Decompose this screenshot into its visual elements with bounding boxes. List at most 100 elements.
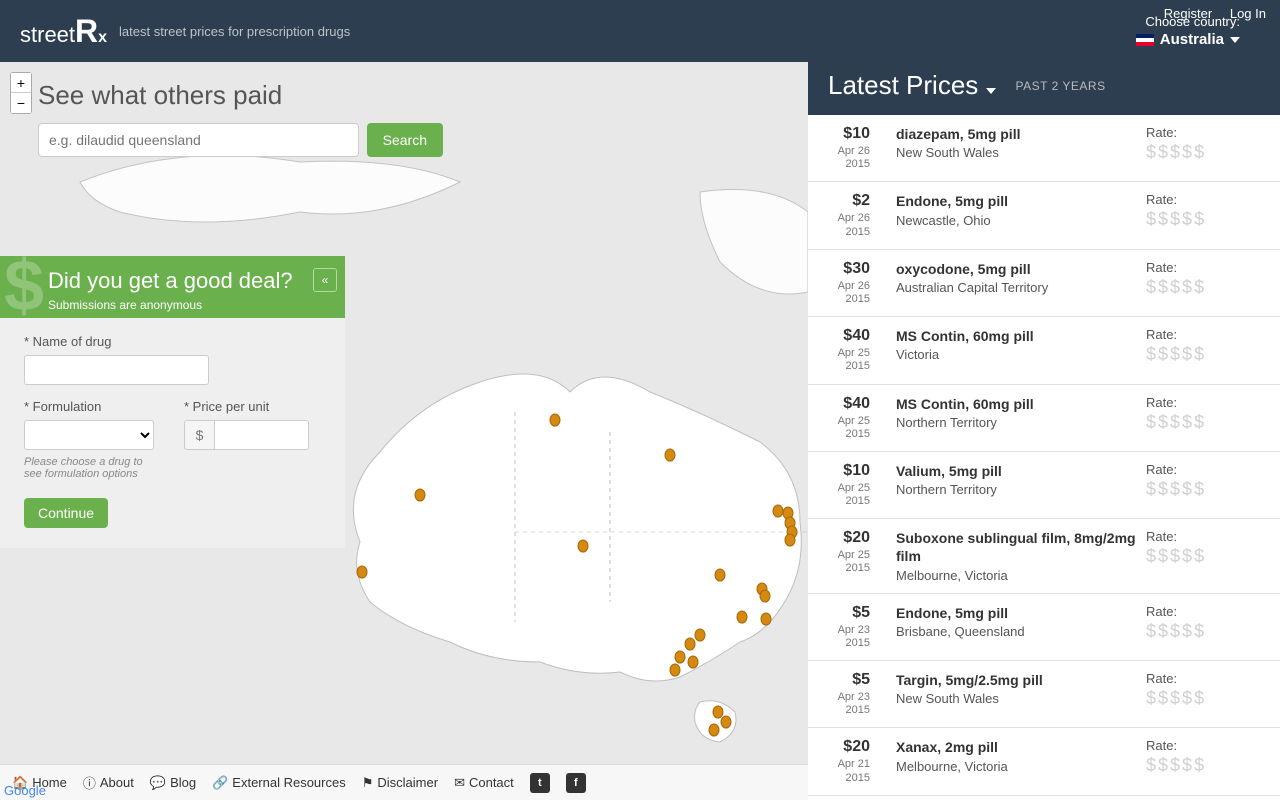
price-row[interactable]: $10 Apr 262015 diazepam, 5mg pill New So… <box>808 115 1280 182</box>
map-marker[interactable] <box>773 505 783 517</box>
price-amount: $30 <box>808 260 870 278</box>
login-link[interactable]: Log In <box>1230 6 1266 21</box>
map-marker[interactable] <box>665 449 675 461</box>
footer-disclaimer[interactable]: ⚑ Disclaimer <box>362 775 438 791</box>
rate-dollars[interactable]: $$$$$ <box>1146 277 1264 298</box>
rate-dollars[interactable]: $$$$$ <box>1146 479 1264 500</box>
map-marker[interactable] <box>721 716 731 728</box>
map-marker[interactable] <box>415 489 425 501</box>
map-marker[interactable] <box>737 611 747 623</box>
price-row[interactable]: $40 Apr 252015 MS Contin, 60mg pill Vict… <box>808 317 1280 384</box>
formulation-select[interactable] <box>24 420 154 450</box>
price-row[interactable]: $10 Apr 252015 Valium, 5mg pill Northern… <box>808 452 1280 519</box>
map-marker[interactable] <box>715 569 725 581</box>
sidebar: Latest Prices PAST 2 YEARS $10 Apr 26201… <box>808 62 1280 800</box>
country-name: Australia <box>1160 31 1224 48</box>
price-row[interactable]: $20 Apr 252015 Suboxone sublingual film,… <box>808 519 1280 593</box>
footer-nav: 🏠 Home ⓘ About 💬 Blog 🔗 External Resourc… <box>0 764 808 800</box>
rate-dollars[interactable]: $$$$$ <box>1146 412 1264 433</box>
price-date: Apr 252015 <box>808 482 870 508</box>
sidebar-title[interactable]: Latest Prices <box>828 70 996 101</box>
location: New South Wales <box>896 691 1146 706</box>
map-marker[interactable] <box>357 566 367 578</box>
price-date: Apr 212015 <box>808 758 870 784</box>
price-row[interactable]: $5 Apr 232015 Endone, 5mg pill Brisbane,… <box>808 594 1280 661</box>
location: Newcastle, Ohio <box>896 213 1146 228</box>
price-list[interactable]: $10 Apr 262015 diazepam, 5mg pill New So… <box>808 115 1280 800</box>
rate-label: Rate: <box>1146 260 1264 275</box>
rate-dollars[interactable]: $$$$$ <box>1146 755 1264 776</box>
price-row[interactable]: $30 Apr 262015 oxycodone, 5mg pill Austr… <box>808 250 1280 317</box>
rate-dollars[interactable]: $$$$$ <box>1146 688 1264 709</box>
price-date: Apr 252015 <box>808 347 870 373</box>
rate-label: Rate: <box>1146 671 1264 686</box>
collapse-button[interactable]: « <box>313 268 337 292</box>
rate-label: Rate: <box>1146 604 1264 619</box>
drug-name: Suboxone sublingual film, 8mg/2mg film <box>896 529 1146 565</box>
footer-home[interactable]: 🏠 Home <box>12 775 67 791</box>
search-button[interactable]: Search <box>367 123 443 157</box>
map-marker[interactable] <box>675 651 685 663</box>
map-marker[interactable] <box>709 724 719 736</box>
rate-dollars[interactable]: $$$$$ <box>1146 142 1264 163</box>
price-amount: $20 <box>808 529 870 547</box>
facebook-icon[interactable]: f <box>566 773 586 793</box>
price-amount: $10 <box>808 125 870 143</box>
formulation-hint: Please choose a drug to see formulation … <box>24 456 154 480</box>
rate-label: Rate: <box>1146 125 1264 140</box>
map-marker[interactable] <box>685 638 695 650</box>
footer-external[interactable]: 🔗 External Resources <box>212 775 346 791</box>
map-marker[interactable] <box>713 706 723 718</box>
zoom-in-button[interactable]: + <box>11 73 31 93</box>
price-date: Apr 252015 <box>808 415 870 441</box>
map-marker[interactable] <box>760 590 770 602</box>
drug-name: MS Contin, 60mg pill <box>896 327 1146 345</box>
rate-label: Rate: <box>1146 738 1264 753</box>
price-row[interactable]: $40 Apr 252015 MS Contin, 60mg pill Nort… <box>808 385 1280 452</box>
rate-dollars[interactable]: $$$$$ <box>1146 344 1264 365</box>
footer-about[interactable]: ⓘ About <box>83 773 134 792</box>
continue-button[interactable]: Continue <box>24 498 108 528</box>
rate-dollars[interactable]: $$$$$ <box>1146 621 1264 642</box>
drug-name: Valium, 5mg pill <box>896 462 1146 480</box>
drug-label: * Name of drug <box>24 334 321 349</box>
map-marker[interactable] <box>578 540 588 552</box>
search-input[interactable] <box>38 123 359 157</box>
price-row[interactable]: $20 Apr 212015 Xanax, 2mg pill Melbourne… <box>808 728 1280 795</box>
price-input[interactable] <box>214 420 309 450</box>
deal-subtitle: Submissions are anonymous <box>48 298 329 312</box>
price-row[interactable]: $25 Apr 212015 Suboxone, 8mg/2mg pill No… <box>808 796 1280 800</box>
register-link[interactable]: Register <box>1164 6 1212 21</box>
map-pane[interactable]: + − See what others paid Search $ Did yo… <box>0 62 808 800</box>
map-marker[interactable] <box>785 534 795 546</box>
rate-label: Rate: <box>1146 395 1264 410</box>
map-marker[interactable] <box>695 629 705 641</box>
price-amount: $5 <box>808 671 870 689</box>
location: Brisbane, Queensland <box>896 624 1146 639</box>
location: Northern Territory <box>896 415 1146 430</box>
drug-input[interactable] <box>24 355 209 385</box>
price-prefix: $ <box>184 420 214 450</box>
map-marker[interactable] <box>670 664 680 676</box>
map-marker[interactable] <box>550 414 560 426</box>
price-date: Apr 232015 <box>808 624 870 650</box>
footer-contact[interactable]: ✉ Contact <box>454 775 514 791</box>
price-date: Apr 252015 <box>808 549 870 575</box>
price-date: Apr 232015 <box>808 691 870 717</box>
price-row[interactable]: $5 Apr 232015 Targin, 5mg/2.5mg pill New… <box>808 661 1280 728</box>
rate-dollars[interactable]: $$$$$ <box>1146 209 1264 230</box>
price-row[interactable]: $2 Apr 262015 Endone, 5mg pill Newcastle… <box>808 182 1280 249</box>
rate-dollars[interactable]: $$$$$ <box>1146 546 1264 567</box>
logo[interactable]: streetRx <box>20 13 107 50</box>
zoom-out-button[interactable]: − <box>11 93 31 113</box>
sidebar-filter[interactable]: PAST 2 YEARS <box>1016 79 1106 93</box>
drug-name: Targin, 5mg/2.5mg pill <box>896 671 1146 689</box>
rate-label: Rate: <box>1146 192 1264 207</box>
price-amount: $40 <box>808 327 870 345</box>
twitter-icon[interactable]: t <box>530 773 550 793</box>
footer-blog[interactable]: 💬 Blog <box>150 775 196 791</box>
location: Northern Territory <box>896 482 1146 497</box>
rate-label: Rate: <box>1146 529 1264 544</box>
map-marker[interactable] <box>761 613 771 625</box>
map-marker[interactable] <box>688 656 698 668</box>
